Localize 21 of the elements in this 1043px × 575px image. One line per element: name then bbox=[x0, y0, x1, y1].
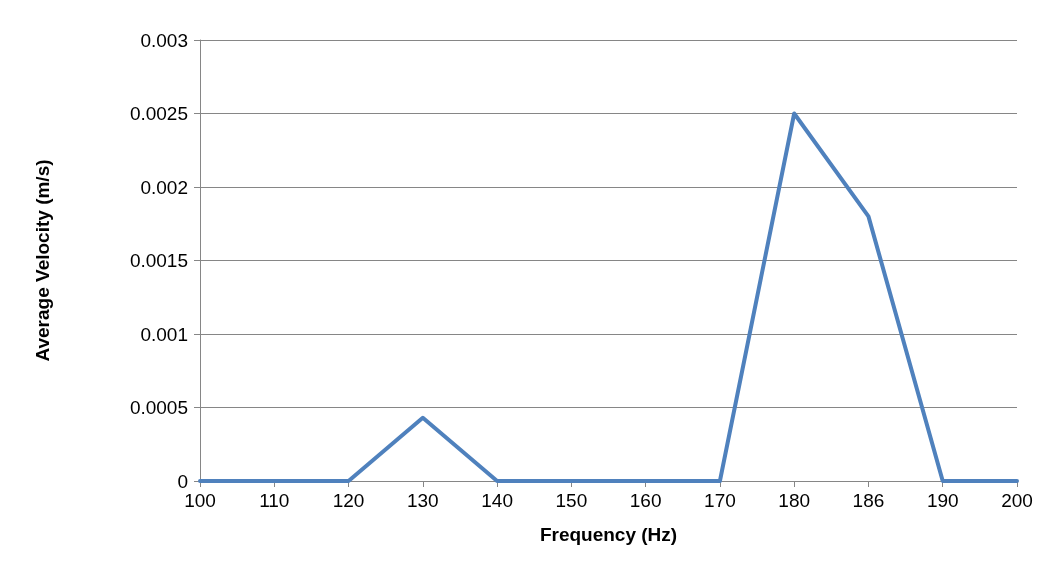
y-tick-label: 0.0005 bbox=[129, 397, 188, 418]
y-tick-label: 0.003 bbox=[140, 29, 188, 51]
x-tick-label: 170 bbox=[704, 490, 736, 511]
x-tick-label: 140 bbox=[481, 490, 513, 511]
x-axis-title: Frequency (Hz) bbox=[539, 524, 678, 545]
y-axis-title: Average Velocity (m/s) bbox=[32, 159, 53, 362]
x-tick-label: 186 bbox=[852, 490, 885, 511]
y-tick-label: 0.0015 bbox=[129, 250, 188, 271]
x-tick-label: 100 bbox=[184, 490, 216, 511]
y-tick-label: 0.002 bbox=[140, 176, 188, 198]
x-tick-label: 200 bbox=[1001, 490, 1033, 511]
x-tick-label: 120 bbox=[332, 490, 365, 511]
x-tick-label: 190 bbox=[926, 490, 959, 511]
x-tick-label: 150 bbox=[555, 490, 588, 511]
y-tick-label: 0.001 bbox=[140, 323, 188, 345]
x-tick-label: 110 bbox=[259, 490, 290, 511]
x-tick-label: 180 bbox=[778, 490, 811, 511]
x-tick-label: 130 bbox=[406, 490, 439, 511]
x-tick-label: 160 bbox=[629, 490, 662, 511]
y-tick-label: 0 bbox=[177, 470, 188, 492]
y-tick-label: 0.0025 bbox=[129, 103, 188, 124]
